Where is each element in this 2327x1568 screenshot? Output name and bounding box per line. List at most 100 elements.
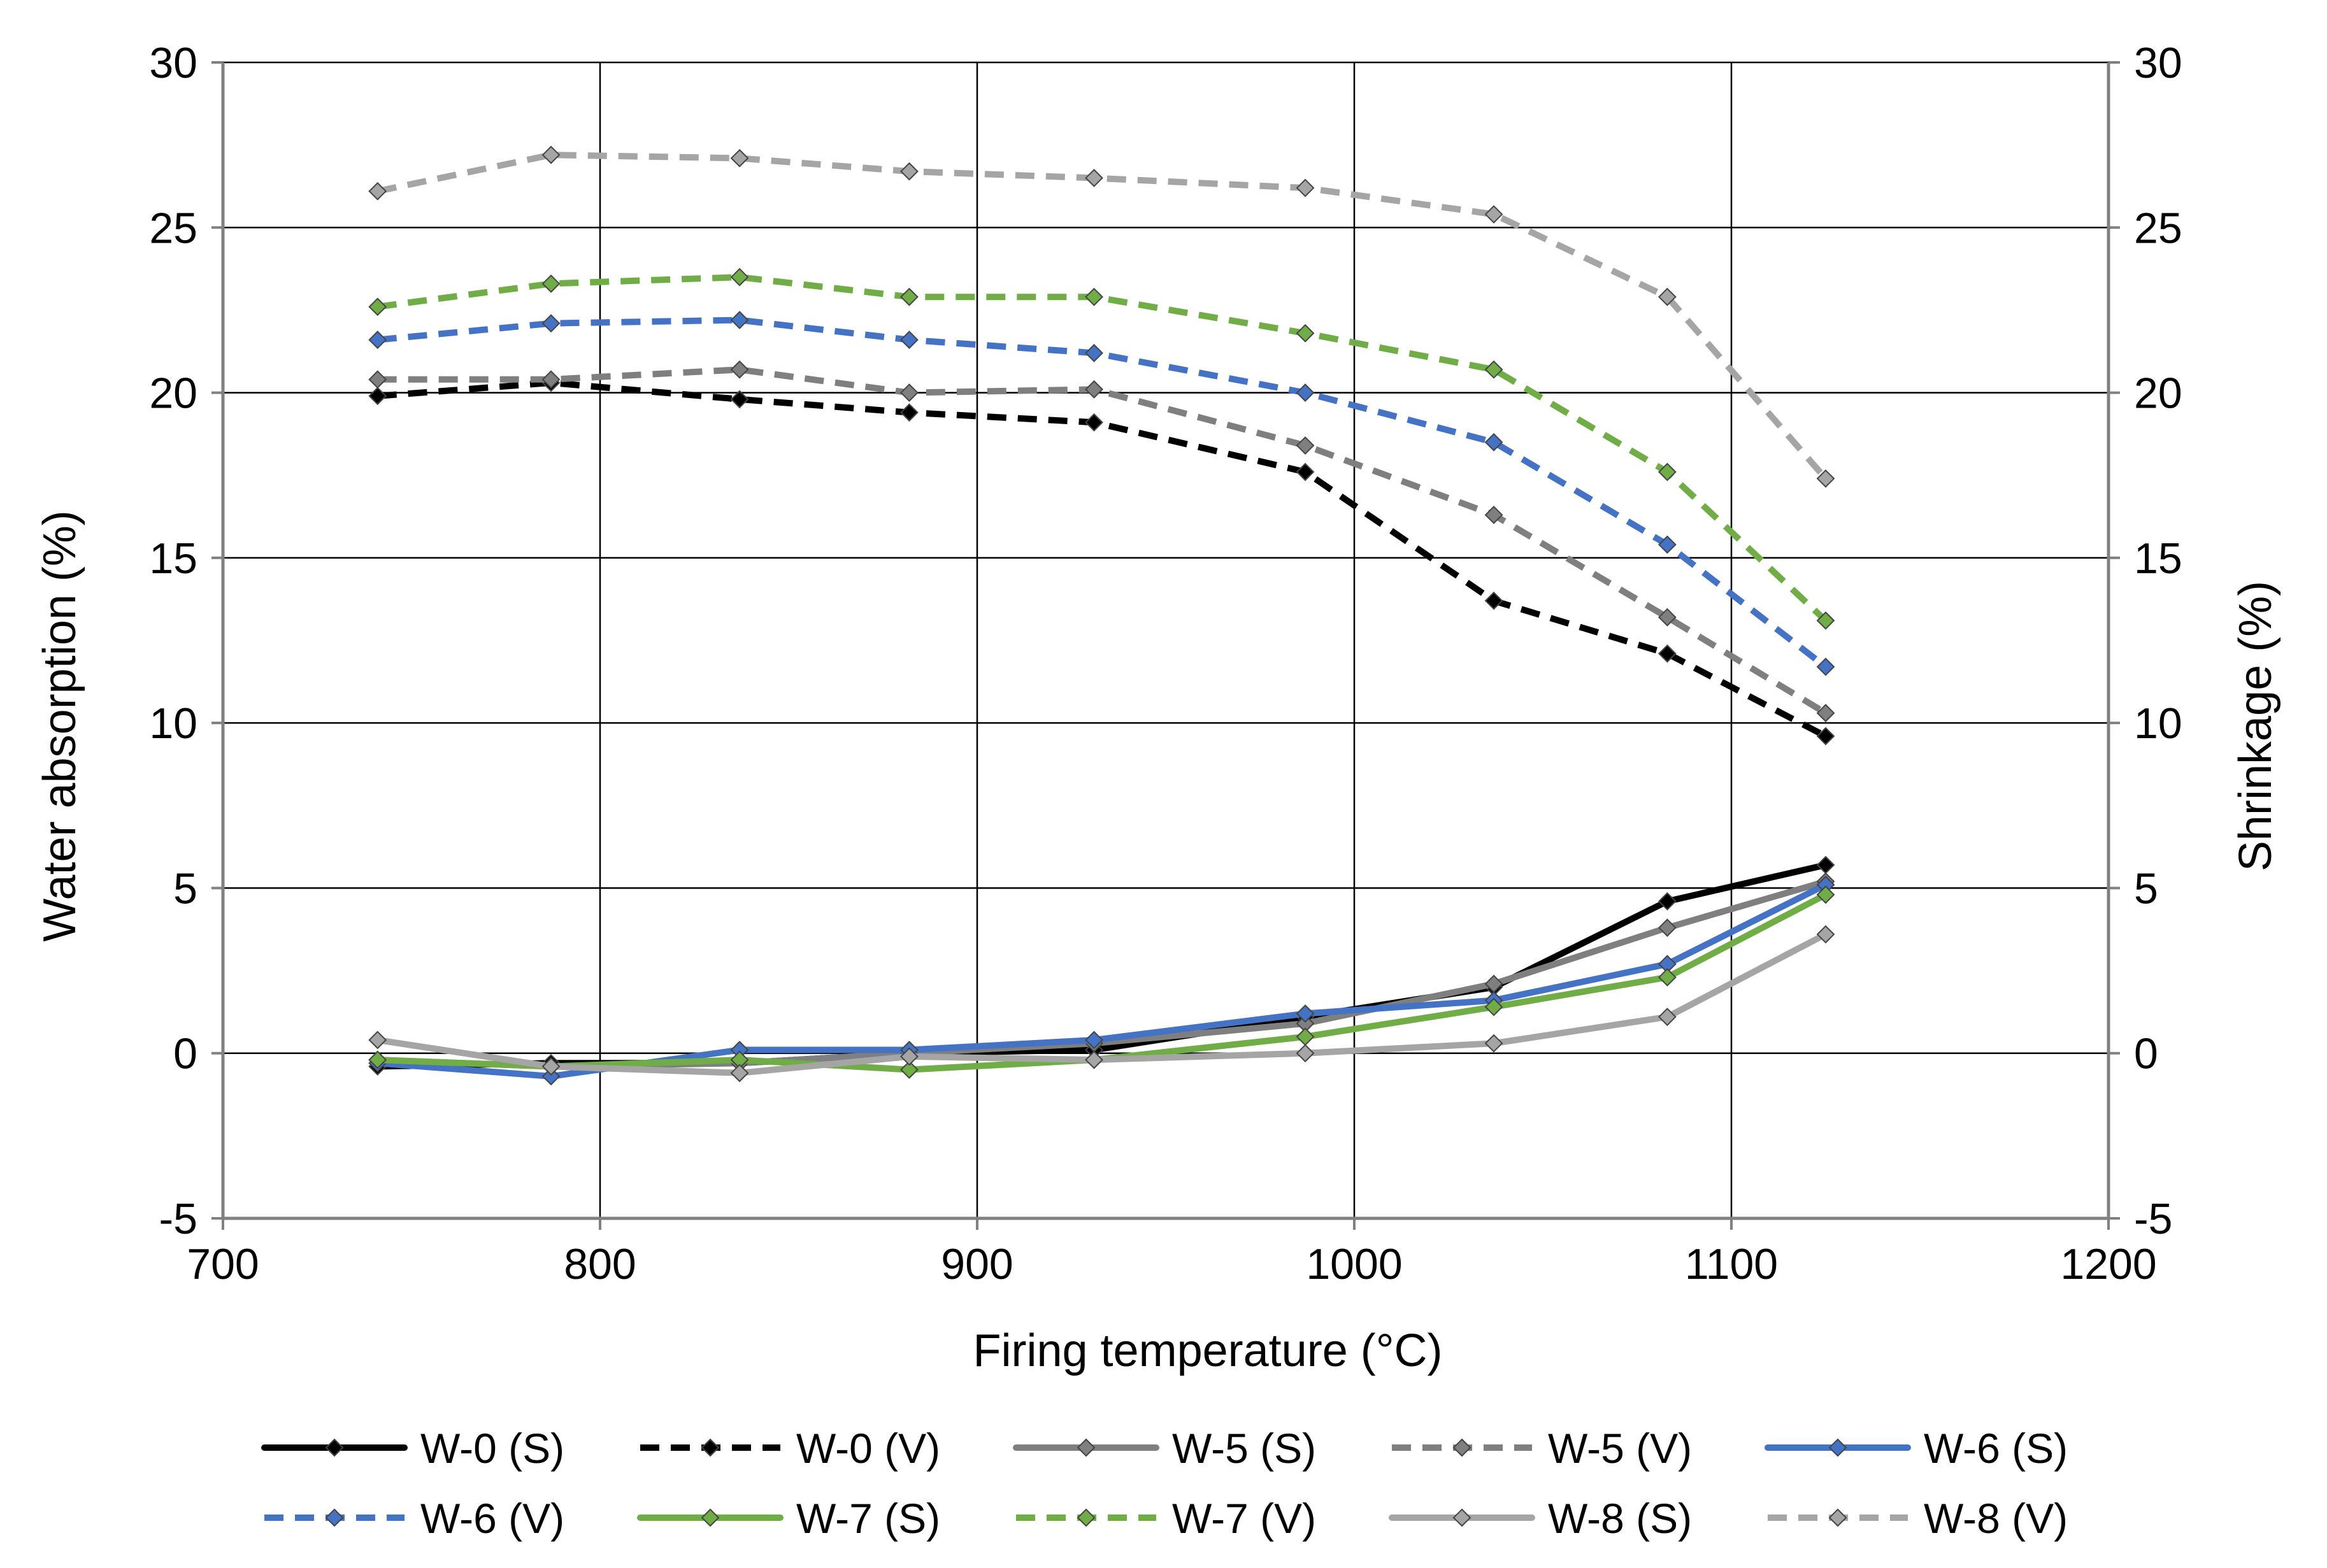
data-point (368, 331, 387, 350)
data-point (541, 274, 561, 293)
data-point (368, 1030, 387, 1050)
data-point (1085, 413, 1103, 432)
y2-tick-label: 5 (2134, 864, 2158, 913)
x-tick-label: 800 (564, 1240, 636, 1288)
legend-item: W-6 (S) (1765, 1425, 2068, 1472)
x-tick-label: 1200 (2060, 1240, 2156, 1288)
x-tick-label: 900 (941, 1240, 1013, 1288)
legend-item: W-8 (V) (1768, 1495, 2068, 1542)
legend-label: W-0 (S) (420, 1425, 564, 1472)
data-point (1816, 704, 1835, 723)
data-point (1816, 469, 1835, 488)
data-point (1816, 925, 1835, 944)
data-point (368, 182, 387, 201)
tick-labels: -5 0 5 10 15 20 25 30 -5 0 5 10 15 20 25 30 700 800 900 100… (149, 39, 2182, 1288)
axes (211, 61, 2120, 1230)
y-tick-label: -5 (159, 1195, 197, 1243)
data-point (900, 1060, 919, 1080)
data-point (900, 1047, 919, 1066)
y-axis-title: Water absorption (%) (34, 510, 85, 942)
data-point (1085, 1030, 1103, 1050)
data-point (1296, 178, 1315, 197)
legend-marker (325, 1438, 344, 1457)
y-tick-label: 5 (173, 864, 197, 913)
legend-label: W-7 (V) (1172, 1495, 1316, 1542)
data-point (900, 383, 919, 402)
data-point (900, 331, 919, 350)
data-point (1658, 287, 1677, 306)
data-point (1085, 380, 1103, 399)
y2-tick-label: 25 (2134, 204, 2182, 252)
data-point (1484, 360, 1503, 379)
data-point (368, 370, 387, 389)
data-point (368, 297, 387, 317)
data-point (541, 370, 561, 389)
data-point (1658, 1008, 1677, 1027)
y-tick-label: 25 (149, 204, 197, 252)
data-point (1484, 1034, 1503, 1053)
data-point (1658, 968, 1677, 987)
legend-item: W-0 (S) (261, 1425, 564, 1472)
data-point (1816, 611, 1835, 630)
data-point (1658, 535, 1677, 554)
legend-label: W-0 (V) (796, 1425, 940, 1472)
series-w-0-v (368, 373, 1835, 746)
y2-tick-label: 20 (2134, 369, 2182, 418)
legend-marker (1828, 1508, 1847, 1527)
data-point (541, 1067, 561, 1086)
legend-marker (1828, 1438, 1847, 1457)
legend-label: W-8 (V) (1924, 1495, 2068, 1542)
data-point (1296, 1044, 1315, 1063)
legend-label: W-8 (S) (1548, 1495, 1692, 1542)
data-point (730, 267, 749, 287)
x-tick-label: 1000 (1306, 1240, 1402, 1288)
data-point (368, 387, 387, 406)
series-w-8-v (368, 145, 1835, 488)
y-tick-label: 0 (173, 1030, 197, 1078)
data-point (1484, 506, 1503, 524)
legend-marker (701, 1508, 720, 1527)
data-point (1658, 644, 1677, 663)
legend-item: W-8 (S) (1389, 1495, 1692, 1542)
legend-item: W-6 (V) (264, 1495, 564, 1542)
data-point (1816, 727, 1835, 746)
data-point (368, 1050, 387, 1069)
data-point (1296, 324, 1315, 343)
data-point (1658, 918, 1677, 937)
data-point (1085, 287, 1103, 306)
data-point (730, 360, 749, 379)
x-tick-label: 700 (187, 1240, 259, 1288)
legend-marker (701, 1438, 720, 1457)
data-point (1296, 1004, 1315, 1023)
data-point (900, 403, 919, 422)
data-point (1484, 591, 1503, 610)
y-tick-label: 20 (149, 369, 197, 418)
legend-label: W-5 (V) (1548, 1425, 1692, 1472)
legend-label: W-7 (S) (796, 1495, 940, 1542)
series-w-7-v (368, 267, 1835, 630)
legend-label: W-6 (V) (420, 1495, 564, 1542)
series-w-8-s (368, 925, 1835, 1083)
y2-tick-label: 30 (2134, 39, 2182, 87)
data-point (1484, 997, 1503, 1016)
data-point (730, 311, 749, 329)
y-tick-label: 15 (149, 534, 197, 583)
series-w-6-v (368, 311, 1835, 676)
data-point (1484, 205, 1503, 224)
series-lines (368, 145, 1835, 1086)
data-point (1484, 432, 1503, 452)
data-point (541, 314, 561, 333)
legend-item: W-0 (V) (640, 1425, 940, 1472)
legend-item: W-5 (S) (1013, 1425, 1316, 1472)
data-point (1658, 892, 1677, 911)
y2-axis-title: Shrinkage (%) (2230, 581, 2281, 871)
data-point (900, 287, 919, 306)
data-point (1296, 383, 1315, 402)
data-point (541, 145, 561, 164)
legend-marker (1077, 1508, 1096, 1527)
data-point (1085, 169, 1103, 187)
legend-label: W-6 (S) (1924, 1425, 2068, 1472)
y2-tick-label: -5 (2134, 1195, 2172, 1243)
legend-item: W-7 (V) (1016, 1495, 1316, 1542)
